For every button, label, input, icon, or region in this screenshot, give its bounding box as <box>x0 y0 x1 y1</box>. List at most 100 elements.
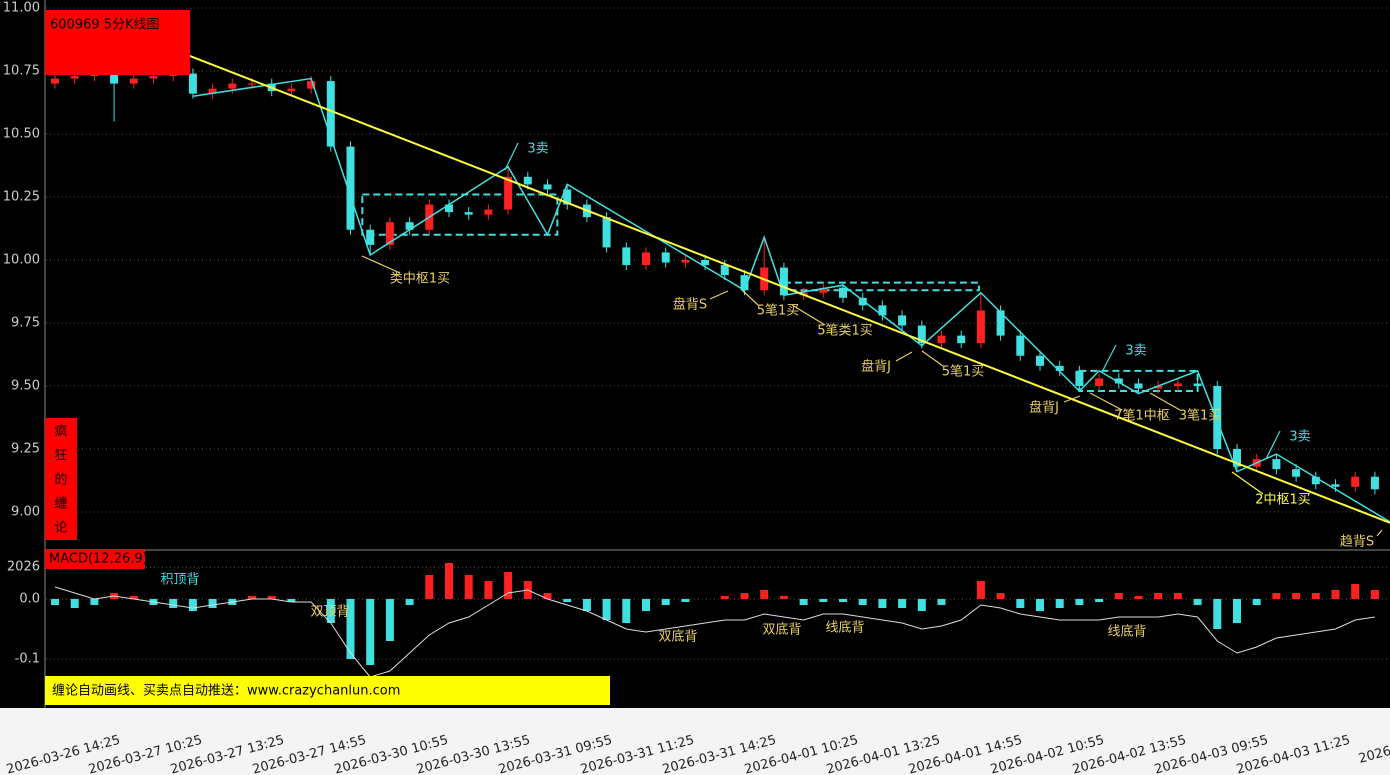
macd-bar <box>267 596 276 599</box>
candle-body <box>720 265 729 276</box>
y-tick-label: 9.75 <box>11 316 40 331</box>
annotation: 7笔1中枢 <box>1114 408 1170 424</box>
annotation-arrow <box>1231 471 1264 495</box>
annotation: 盘背J <box>861 359 891 375</box>
annotation: 类中枢1买 <box>390 272 450 287</box>
annotation: 3卖 <box>1289 430 1310 445</box>
macd-bar <box>779 596 788 599</box>
side-label-char: 论 <box>54 521 67 536</box>
candle-body <box>287 88 296 92</box>
candle-body <box>1173 383 1182 386</box>
banner: 缠论自动画线、买卖点自动推送：www.crazychanlun.com <box>52 683 400 699</box>
candle-body <box>1134 383 1143 389</box>
annotation: 3卖 <box>527 142 548 157</box>
side-label-char: 缠 <box>54 496 67 512</box>
y2-tick-label: 2026 <box>7 560 40 575</box>
candle-body <box>110 73 119 84</box>
macd-bar <box>996 593 1005 599</box>
candle-body <box>622 247 631 266</box>
macd-annotation: 积顶背 <box>160 573 199 588</box>
title-box <box>45 10 190 75</box>
candle-body <box>1095 378 1104 386</box>
candle-body <box>70 76 79 79</box>
macd-bar <box>760 590 769 599</box>
annotation-arrow <box>504 142 519 171</box>
macd-bar <box>1252 599 1261 605</box>
macd-bar <box>878 599 887 608</box>
y-tick-label: 9.00 <box>11 505 40 520</box>
candle-body <box>208 88 217 94</box>
macd-label-box <box>45 549 145 569</box>
annotation-arrow <box>1101 344 1117 373</box>
macd-bar <box>1292 593 1301 599</box>
macd-bar <box>1036 599 1044 611</box>
macd-annotation: 线底背 <box>1107 624 1146 640</box>
macd-bar <box>858 599 867 605</box>
macd-bar <box>169 599 178 608</box>
candle-body <box>1193 383 1202 386</box>
candle-body <box>701 260 710 266</box>
macd-bar <box>405 599 414 605</box>
candle-body <box>1331 484 1340 487</box>
macd-bar <box>287 599 296 602</box>
macd-bar <box>622 599 631 623</box>
macd-bar <box>504 572 513 599</box>
chart-title: 600969 5分K线图 <box>50 18 160 33</box>
candle-body <box>484 209 493 215</box>
macd-bar <box>917 599 926 611</box>
macd-bar <box>129 596 138 599</box>
candle-body <box>405 222 414 230</box>
annotation-arrow <box>709 290 729 300</box>
macd-bar <box>661 599 670 605</box>
macd-bar <box>385 599 394 641</box>
candle-body <box>996 310 1005 336</box>
candle-body <box>1311 476 1320 485</box>
macd-bar <box>1233 599 1241 623</box>
annotation: 盘背S <box>673 297 707 313</box>
macd-bar <box>51 599 59 605</box>
annotation: 3笔1买 <box>1179 408 1222 424</box>
macd-bar <box>346 599 355 659</box>
candle-body <box>1036 355 1044 366</box>
candle-body <box>1292 469 1301 477</box>
candle-body <box>1213 386 1222 449</box>
macd-bar <box>1370 590 1379 599</box>
macd-bar <box>1075 599 1084 605</box>
side-box <box>45 418 77 540</box>
dif-line <box>54 586 1375 678</box>
candle-body <box>129 78 138 84</box>
annotation-arrow <box>1376 529 1383 537</box>
macd-bar <box>1055 599 1064 608</box>
macd-bar <box>484 581 493 599</box>
candle-body <box>1272 459 1281 470</box>
macd-bar <box>681 599 690 602</box>
candle-body <box>563 189 572 205</box>
annotation: 趋背S <box>1340 535 1374 550</box>
annotation: 5笔1买 <box>757 303 800 319</box>
annotation: 5笔1买 <box>942 364 985 380</box>
macd-bar <box>366 599 375 665</box>
y-tick-label: 10.00 <box>3 253 40 268</box>
candle-body <box>464 212 473 215</box>
y2-tick-label: 0.0 <box>19 592 40 607</box>
annotation-arrow <box>1265 430 1281 460</box>
macd-bar <box>1095 599 1104 602</box>
y2-tick-label: -0.1 <box>15 652 40 667</box>
macd-bar <box>898 599 907 608</box>
macd-bar <box>543 593 552 599</box>
annotation-arrow <box>1063 395 1081 403</box>
candle-body <box>898 315 907 326</box>
candle-body <box>445 204 453 213</box>
macd-bar <box>720 596 729 599</box>
candle-body <box>385 222 394 245</box>
annotation-arrow <box>921 350 944 367</box>
macd-bar <box>602 599 611 620</box>
candle-body <box>543 184 552 190</box>
annotation: 盘背J <box>1029 400 1059 416</box>
bi-line <box>192 77 1390 523</box>
macd-bar <box>976 581 985 599</box>
candle-body <box>366 229 375 245</box>
side-label-char: 的 <box>54 472 67 488</box>
macd-annotation: 双底背 <box>762 622 801 638</box>
